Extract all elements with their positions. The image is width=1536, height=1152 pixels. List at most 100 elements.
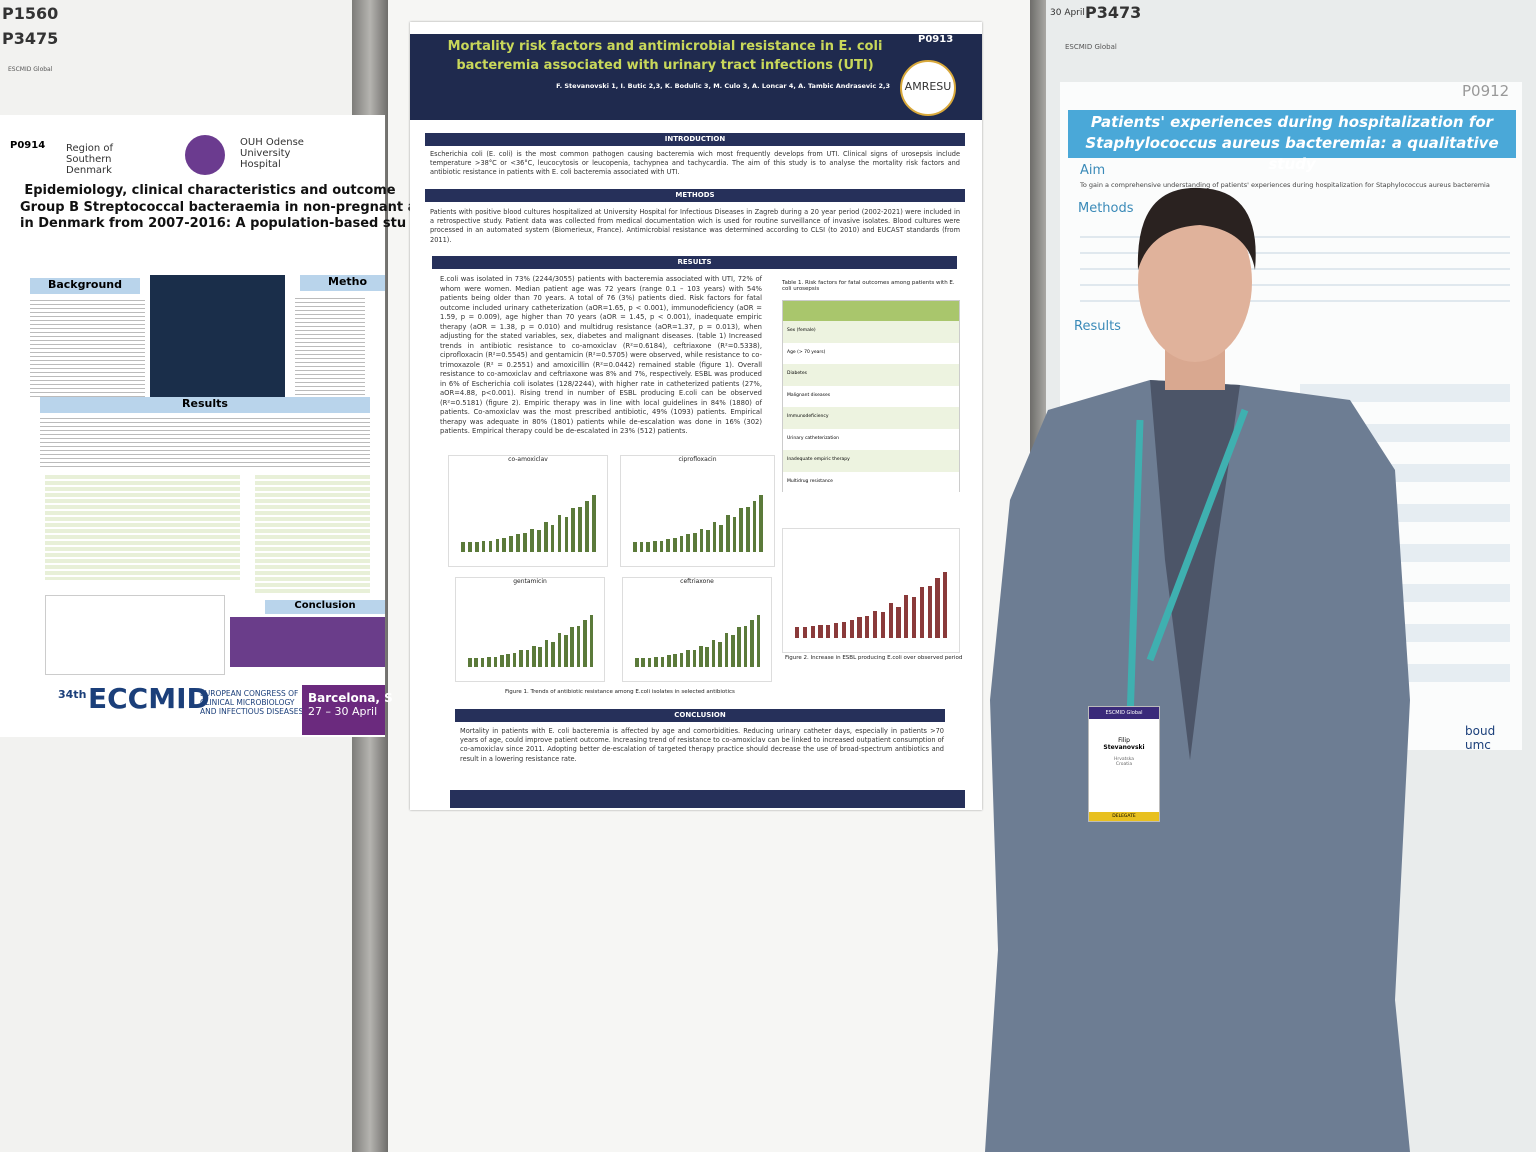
section-heading: Results bbox=[40, 397, 370, 413]
decor-bar bbox=[746, 506, 750, 552]
decor-bar bbox=[557, 515, 562, 552]
decor-bar bbox=[530, 528, 534, 552]
decor-bar bbox=[943, 572, 948, 638]
decor-bar bbox=[686, 650, 690, 667]
decor-bar bbox=[888, 603, 893, 638]
decor-bar bbox=[711, 639, 716, 667]
decor-bar bbox=[493, 656, 498, 667]
table-row: Immunodeficiency bbox=[783, 407, 959, 429]
decor-bar bbox=[487, 657, 491, 667]
hair bbox=[1137, 187, 1256, 270]
decor-bar bbox=[732, 516, 737, 552]
section-heading: RESULTS bbox=[432, 256, 957, 269]
decor-bar bbox=[570, 626, 574, 667]
decor-bar bbox=[818, 625, 823, 638]
decor-bar bbox=[667, 655, 671, 667]
decor-bar bbox=[543, 522, 548, 552]
decor-bar bbox=[699, 645, 703, 667]
section-heading: Background bbox=[30, 278, 140, 294]
decor-bar bbox=[509, 536, 514, 552]
badge-organizer: ESCMID Global bbox=[1089, 707, 1159, 719]
title-line: Group B Streptococcal bacteraemia in non… bbox=[20, 199, 417, 215]
city-box: Barcelona, S 27 – 30 April bbox=[302, 685, 393, 735]
table-row: Multidrug resistance bbox=[783, 471, 959, 493]
poster-title: Mortality risk factors and antimicrobial… bbox=[430, 38, 900, 76]
logo: AMRESU bbox=[904, 80, 952, 93]
decor-bar bbox=[633, 542, 637, 552]
decor-bar bbox=[654, 657, 658, 667]
badge-country-local: Hrvatska bbox=[1113, 757, 1135, 762]
decor-bar bbox=[706, 529, 710, 552]
table: Sex (female) Age (> 70 years) Diabetes Mali… bbox=[782, 300, 960, 493]
decor-bar bbox=[750, 620, 754, 667]
decor-bar bbox=[849, 619, 854, 638]
decor-bar bbox=[578, 506, 583, 552]
decor-bar bbox=[873, 610, 878, 638]
decor-bar bbox=[564, 635, 568, 667]
decor-bar bbox=[506, 654, 510, 667]
decor-bar bbox=[519, 650, 523, 667]
figure-caption: Figure 2. Increase in ESBL producing E.c… bbox=[785, 655, 963, 661]
decor-bar bbox=[647, 657, 652, 667]
decor-bar bbox=[699, 528, 704, 552]
decor-bar bbox=[659, 540, 664, 552]
jacket bbox=[985, 380, 1410, 1152]
decor-bar bbox=[810, 626, 815, 638]
decor-bar bbox=[557, 633, 562, 667]
date: 30 April bbox=[1050, 8, 1085, 18]
decor-bar bbox=[564, 516, 569, 552]
decor-bar bbox=[679, 652, 684, 667]
figure bbox=[150, 275, 285, 405]
title-line: bacteremia associated with urinary tract… bbox=[456, 57, 874, 73]
decor-bar bbox=[718, 642, 722, 667]
authors: F. Stevanovski 1, I. Butic 2,3, K. Bodul… bbox=[556, 82, 890, 90]
decor-bar bbox=[865, 616, 870, 638]
decor-bar bbox=[679, 536, 684, 552]
decor-bar bbox=[719, 525, 724, 552]
decor-bar bbox=[551, 642, 555, 667]
decor-bar bbox=[752, 500, 757, 552]
decor-bar bbox=[502, 537, 507, 552]
decor-bar bbox=[927, 585, 932, 638]
paragraph: E.coli was isolated in 73% (2244/3055) p… bbox=[440, 275, 762, 436]
badge-last-name: Stevanovski bbox=[1103, 744, 1145, 751]
decor-bar bbox=[544, 639, 549, 667]
decor-bar bbox=[525, 649, 530, 667]
decor-bar bbox=[488, 540, 493, 552]
logo: Region of Southern Denmark bbox=[66, 143, 114, 176]
decor-bar bbox=[726, 515, 730, 552]
title-line: Mortality risk factors and antimicrobial… bbox=[447, 39, 883, 54]
chart-title: ciprofloxacin bbox=[678, 456, 717, 463]
table-header bbox=[783, 301, 959, 321]
decor-bar bbox=[500, 655, 504, 667]
title-line: Epidemiology, clinical characteristics a… bbox=[24, 183, 396, 198]
section-heading: Metho bbox=[300, 275, 385, 291]
table-row: Malignant diseases bbox=[783, 385, 959, 407]
left-poster: P0914 Region of Southern Denmark OUH Ode… bbox=[0, 115, 416, 737]
decor-bar bbox=[576, 625, 581, 667]
decor-bar bbox=[705, 646, 709, 667]
decor-bar bbox=[826, 624, 831, 638]
decor-bar bbox=[904, 595, 909, 638]
decor-bar bbox=[841, 621, 847, 638]
organizer: ESCMID Global bbox=[8, 66, 53, 73]
decor-bar bbox=[692, 649, 697, 667]
badge: ESCMID Global Filip Stevanovski Hrvatska… bbox=[1088, 706, 1160, 822]
city: Barcelona, S bbox=[308, 691, 393, 705]
decor-bar bbox=[802, 626, 808, 638]
section-heading: CONCLUSION bbox=[455, 709, 945, 722]
table-row: Inadequate empiric therapy bbox=[783, 450, 959, 472]
decor-bar bbox=[516, 533, 520, 552]
decor-bar bbox=[731, 635, 735, 667]
logo: OUH Odense University Hospital bbox=[240, 137, 304, 170]
table bbox=[45, 475, 240, 580]
decor-bar bbox=[912, 597, 917, 638]
decor-bar bbox=[468, 658, 472, 667]
decor-bar bbox=[686, 533, 690, 552]
poster-number: P0913 bbox=[918, 34, 954, 45]
decor-bar bbox=[896, 606, 901, 638]
logo-icon bbox=[185, 135, 225, 175]
chart: ciprofloxacin bbox=[620, 455, 775, 567]
text-block bbox=[295, 295, 365, 405]
